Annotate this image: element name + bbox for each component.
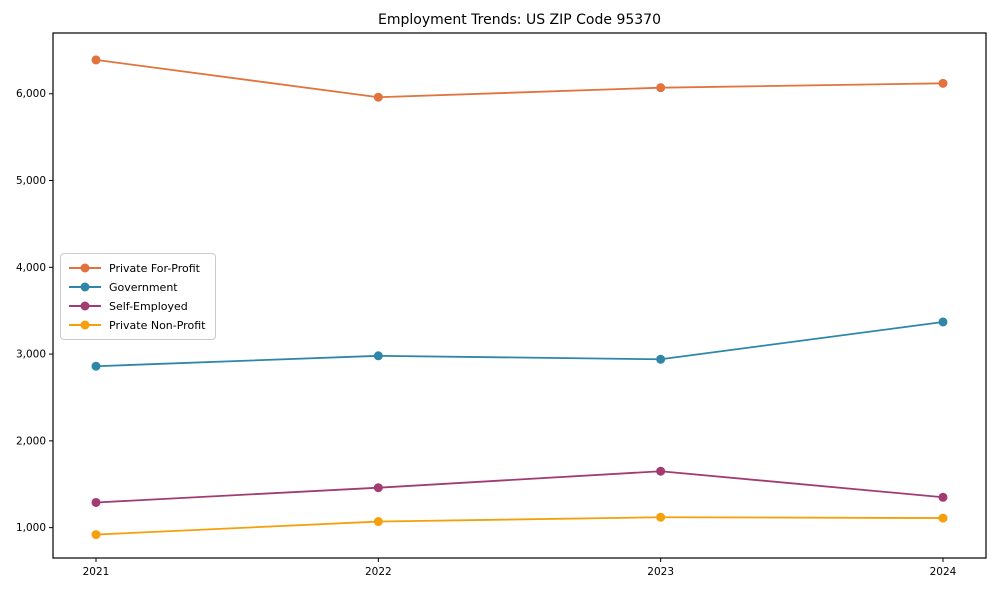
data-point-marker bbox=[373, 483, 383, 493]
data-point-marker bbox=[656, 354, 666, 364]
y-tick-label: 2,000 bbox=[16, 435, 46, 447]
data-point-marker bbox=[91, 497, 101, 507]
legend-label: Private For-Profit bbox=[109, 261, 200, 275]
data-point-marker bbox=[91, 55, 101, 65]
data-point-marker bbox=[938, 492, 948, 502]
y-tick-label: 6,000 bbox=[16, 88, 46, 100]
data-point-marker bbox=[656, 83, 666, 93]
x-tick-label: 2024 bbox=[930, 566, 957, 578]
legend-line-marker-swatch bbox=[69, 301, 101, 311]
x-tick-label: 2022 bbox=[365, 566, 392, 578]
legend-label: Private Non-Profit bbox=[109, 318, 206, 332]
data-point-marker bbox=[91, 530, 101, 540]
legend-item: Government bbox=[69, 280, 205, 294]
legend-marker-dot bbox=[80, 301, 90, 311]
legend-marker-dot bbox=[80, 320, 90, 330]
legend-item: Self-Employed bbox=[69, 299, 205, 313]
series-line bbox=[95, 470, 944, 504]
data-point-marker bbox=[91, 361, 101, 371]
x-tick-label: 2021 bbox=[83, 566, 110, 578]
data-point-marker bbox=[373, 92, 383, 102]
y-tick-label: 3,000 bbox=[16, 349, 46, 361]
data-point-marker bbox=[656, 512, 666, 522]
legend-marker-dot bbox=[80, 263, 90, 273]
series-line bbox=[95, 59, 944, 99]
data-point-marker bbox=[373, 351, 383, 361]
x-tick-label: 2023 bbox=[647, 566, 674, 578]
legend-line-marker-swatch bbox=[69, 282, 101, 292]
chart-title: Employment Trends: US ZIP Code 95370 bbox=[378, 12, 661, 28]
legend-label: Self-Employed bbox=[109, 299, 188, 313]
legend: Private For-Profit Government Self-Employe… bbox=[60, 253, 217, 340]
series-line bbox=[95, 516, 944, 536]
legend-item: Private For-Profit bbox=[69, 261, 205, 275]
series-line bbox=[95, 321, 944, 368]
legend-item: Private Non-Profit bbox=[69, 318, 205, 332]
data-point-marker bbox=[938, 513, 948, 523]
data-point-marker bbox=[938, 317, 948, 327]
legend-label: Government bbox=[109, 280, 178, 294]
legend-marker-dot bbox=[80, 282, 90, 292]
y-tick-label: 5,000 bbox=[16, 175, 46, 187]
axes-box bbox=[52, 32, 987, 559]
y-tick-label: 1,000 bbox=[16, 522, 46, 534]
legend-line-marker-swatch bbox=[69, 263, 101, 273]
data-point-marker bbox=[373, 517, 383, 527]
legend-line-marker-swatch bbox=[69, 320, 101, 330]
data-point-marker bbox=[656, 466, 666, 476]
data-point-marker bbox=[938, 78, 948, 88]
y-tick-label: 4,000 bbox=[16, 262, 46, 274]
